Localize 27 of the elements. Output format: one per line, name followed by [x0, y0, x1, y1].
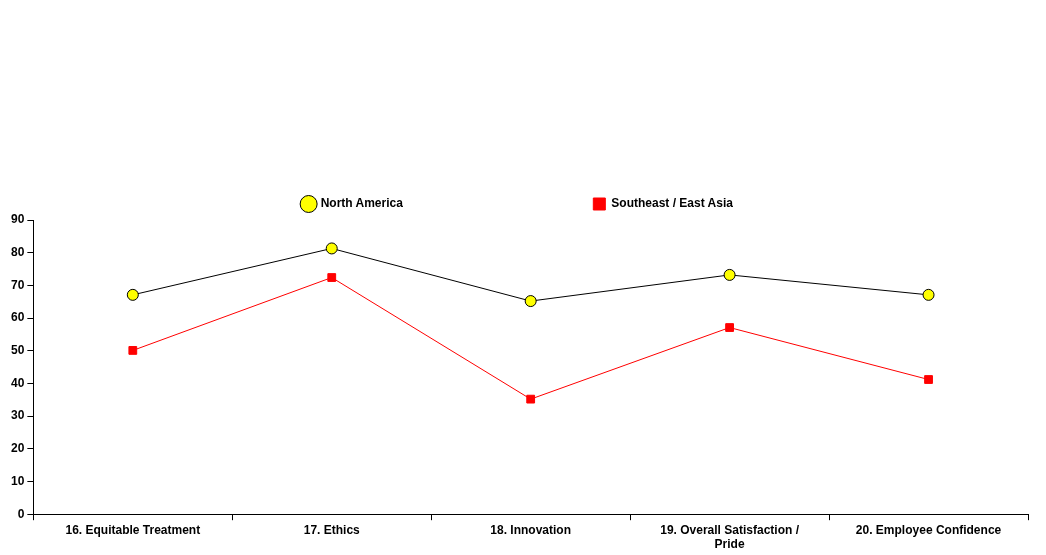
legend-label: North America: [320, 196, 404, 211]
point: [526, 394, 536, 404]
point: [922, 288, 935, 301]
y-tick-label: 20: [10, 441, 25, 456]
x-tick-label: 19. Overall Satisfaction / Pride: [660, 522, 800, 552]
y-tick-label: 90: [10, 212, 25, 227]
y-tick-label: 40: [10, 375, 25, 390]
point: [126, 288, 139, 301]
point: [723, 268, 736, 281]
y-tick-label: 30: [10, 408, 25, 423]
y-tick-label: 80: [10, 245, 25, 259]
point: [325, 242, 338, 255]
y-tick-label: 0: [17, 506, 25, 521]
point: [327, 273, 337, 282]
y-tick-label: 60: [10, 310, 25, 325]
legend-label: Southeast / East Asia: [611, 196, 734, 211]
y-tick-label: 70: [10, 277, 25, 292]
x-tick-label: 18. Innovation: [490, 522, 572, 537]
y-tick-label: 50: [10, 343, 25, 358]
x-tick-label: 16. Equitable Treatment: [65, 522, 201, 537]
point: [924, 375, 933, 384]
point: [128, 346, 138, 355]
x-tick-label: 17. Ethics: [303, 522, 361, 537]
point: [725, 323, 734, 332]
point: [524, 295, 537, 308]
y-tick-label: 10: [10, 473, 25, 488]
x-tick-label: 20. Employee Confidence: [855, 522, 1002, 537]
